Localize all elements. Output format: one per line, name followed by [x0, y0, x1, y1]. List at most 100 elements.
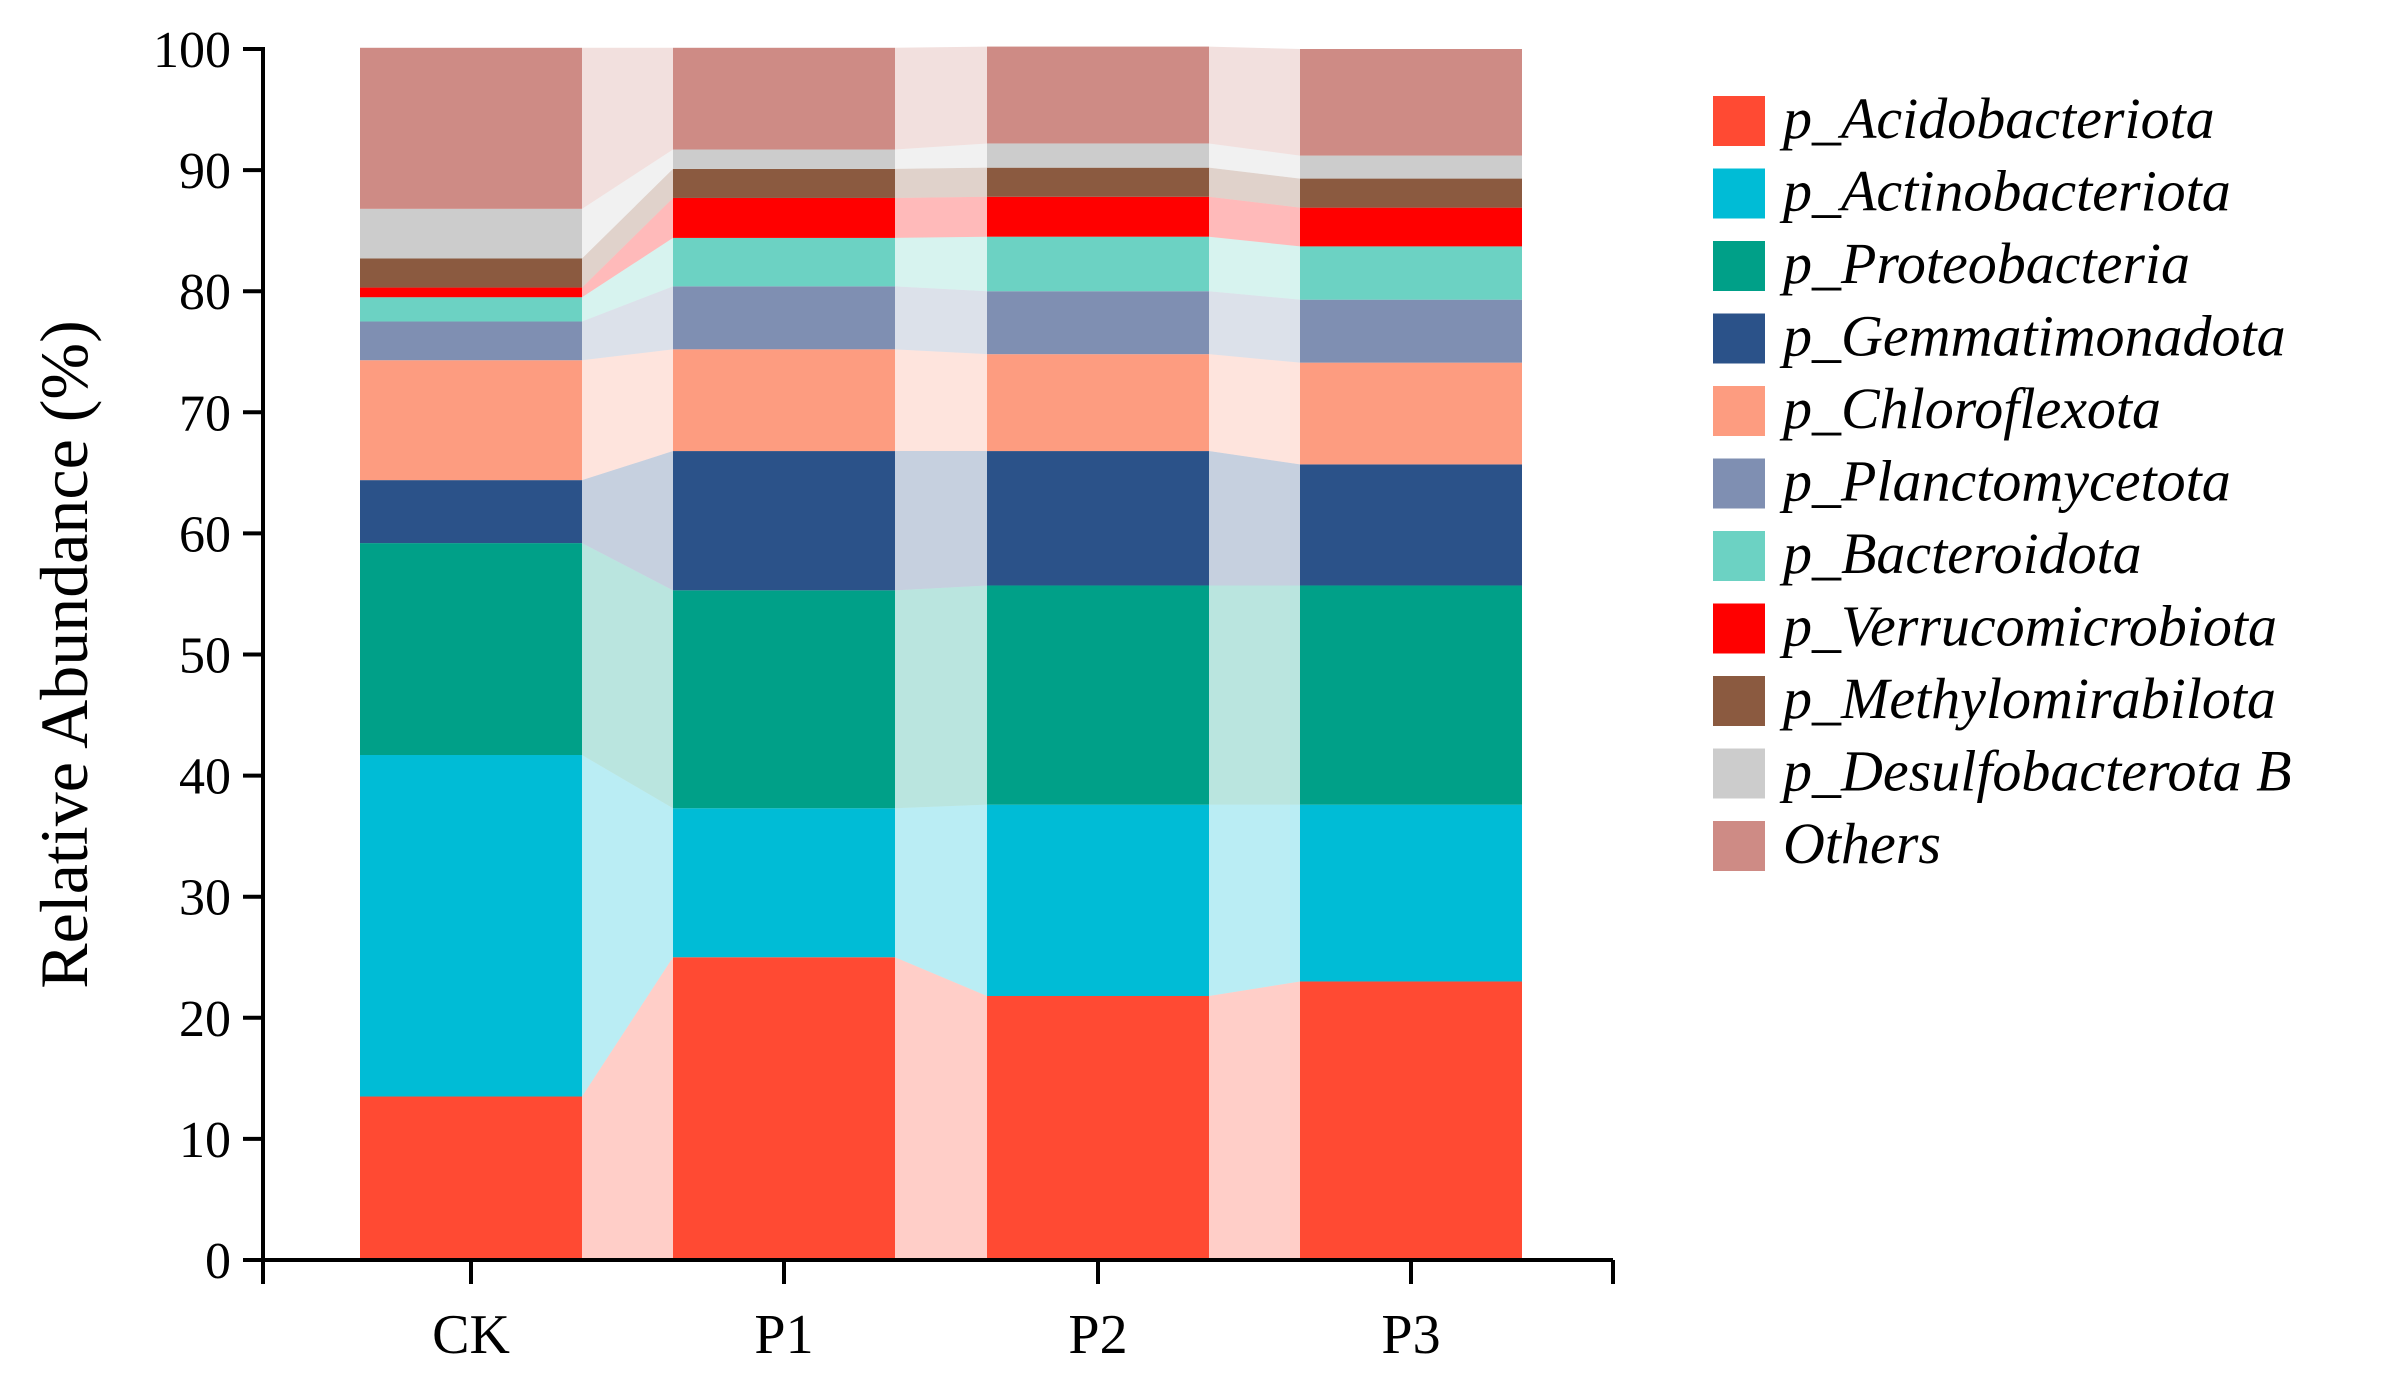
- flow-band: [895, 451, 987, 591]
- flow-band: [582, 755, 673, 1097]
- y-tick-label: 70: [179, 385, 231, 442]
- flow-band: [1209, 354, 1300, 465]
- flow-band: [895, 349, 987, 452]
- legend-label: p_Chloroflexota: [1779, 376, 2161, 441]
- flow-band: [582, 47, 673, 209]
- bar-segment: [673, 197, 895, 238]
- bar-segment: [1300, 155, 1522, 179]
- legend-swatch: [1713, 96, 1765, 146]
- flow-band: [895, 585, 987, 809]
- y-axis-title: Relative Abundance (%): [26, 320, 102, 988]
- flow-band: [895, 286, 987, 355]
- legend-label: p_Planctomycetota: [1779, 449, 2231, 514]
- flow-band: [895, 236, 987, 292]
- bar-segment: [987, 236, 1209, 292]
- flow-band: [1209, 143, 1300, 179]
- x-tick-label: CK: [432, 1304, 510, 1366]
- flow-band: [895, 804, 987, 997]
- bar-segment: [360, 297, 582, 322]
- y-tick-label: 0: [205, 1233, 231, 1290]
- flow-band: [1209, 291, 1300, 363]
- bar-segment: [673, 286, 895, 350]
- legend-label: p_Methylomirabilota: [1779, 666, 2276, 731]
- flow-band: [895, 957, 987, 1260]
- bar-segment: [360, 1096, 582, 1260]
- y-tick-label: 60: [179, 506, 231, 563]
- bar-segment: [1300, 804, 1522, 982]
- y-tick-label: 20: [179, 991, 231, 1048]
- x-tick-label: P2: [1068, 1304, 1127, 1366]
- bar-segment: [673, 237, 895, 287]
- flow-band: [895, 196, 987, 238]
- bar-segment: [1300, 299, 1522, 363]
- bar-segment: [1300, 178, 1522, 208]
- legend-swatch: [1713, 531, 1765, 581]
- legend-swatch: [1713, 821, 1765, 871]
- flow-band: [582, 543, 673, 809]
- flow-band: [895, 143, 987, 169]
- bar-segment: [360, 47, 582, 209]
- bar-segment: [987, 354, 1209, 452]
- y-tick-label: 40: [179, 749, 231, 806]
- bar-segment: [1300, 207, 1522, 247]
- flow-band: [582, 957, 673, 1260]
- y-tick-label: 100: [153, 22, 231, 79]
- flow-band: [1209, 804, 1300, 997]
- bar-segment: [1300, 362, 1522, 465]
- bar-segment: [360, 208, 582, 259]
- bar-segment: [360, 258, 582, 288]
- bar-segment: [360, 360, 582, 481]
- legend-label: p_Gemmatimonadota: [1779, 304, 2286, 369]
- y-tick-label: 10: [179, 1112, 231, 1169]
- legend-swatch: [1713, 168, 1765, 219]
- legend-label: p_Acidobacteriota: [1779, 86, 2215, 151]
- bar-segment: [673, 590, 895, 809]
- x-tick-label: P1: [754, 1304, 813, 1366]
- bar-segment: [987, 196, 1209, 237]
- legend-label: p_Actinobacteriota: [1779, 159, 2231, 224]
- x-ticks: CK P1 P2 P3: [261, 1260, 1615, 1366]
- flow-band: [582, 168, 673, 288]
- flow-band: [1209, 46, 1300, 156]
- bar-segment: [673, 47, 895, 150]
- bar-segment: [1300, 464, 1522, 586]
- legend-swatch: [1713, 603, 1765, 654]
- flow-band: [1209, 585, 1300, 805]
- y-tick-label: 90: [179, 143, 231, 200]
- y-tick-label: 50: [179, 628, 231, 685]
- legend-swatch: [1713, 458, 1765, 509]
- bar-segment: [360, 480, 582, 544]
- flow-bands: [582, 46, 1300, 1260]
- bar-segment: [360, 287, 582, 298]
- bar-segment: [1300, 585, 1522, 805]
- legend-label: p_Desulfobacterota B: [1779, 739, 2292, 804]
- y-tick-label: 80: [179, 264, 231, 321]
- bar-segment: [987, 451, 1209, 586]
- bar-segment: [987, 46, 1209, 144]
- flow-band: [582, 286, 673, 361]
- bar-segment: [673, 149, 895, 169]
- bar-segment: [987, 996, 1209, 1260]
- flow-band: [582, 149, 673, 259]
- legend-label: p_Verrucomicrobiota: [1779, 594, 2277, 659]
- bar-segment: [987, 291, 1209, 355]
- bar-segment: [673, 451, 895, 591]
- bar-segment: [987, 167, 1209, 197]
- bar-segment: [987, 143, 1209, 168]
- bar-segment: [987, 585, 1209, 805]
- bar-segment: [1300, 49, 1522, 156]
- bar-segments: [360, 46, 1522, 1260]
- flow-band: [1209, 236, 1300, 300]
- bar-segment: [360, 321, 582, 361]
- legend-swatch: [1713, 386, 1765, 436]
- legend-label: p_Proteobacteria: [1779, 231, 2190, 296]
- flow-band: [582, 237, 673, 322]
- flow-band: [895, 167, 987, 198]
- flow-band: [895, 46, 987, 150]
- flow-band: [1209, 451, 1300, 586]
- flow-band: [582, 451, 673, 591]
- bar-segment: [1300, 246, 1522, 300]
- bar-segment: [1300, 981, 1522, 1260]
